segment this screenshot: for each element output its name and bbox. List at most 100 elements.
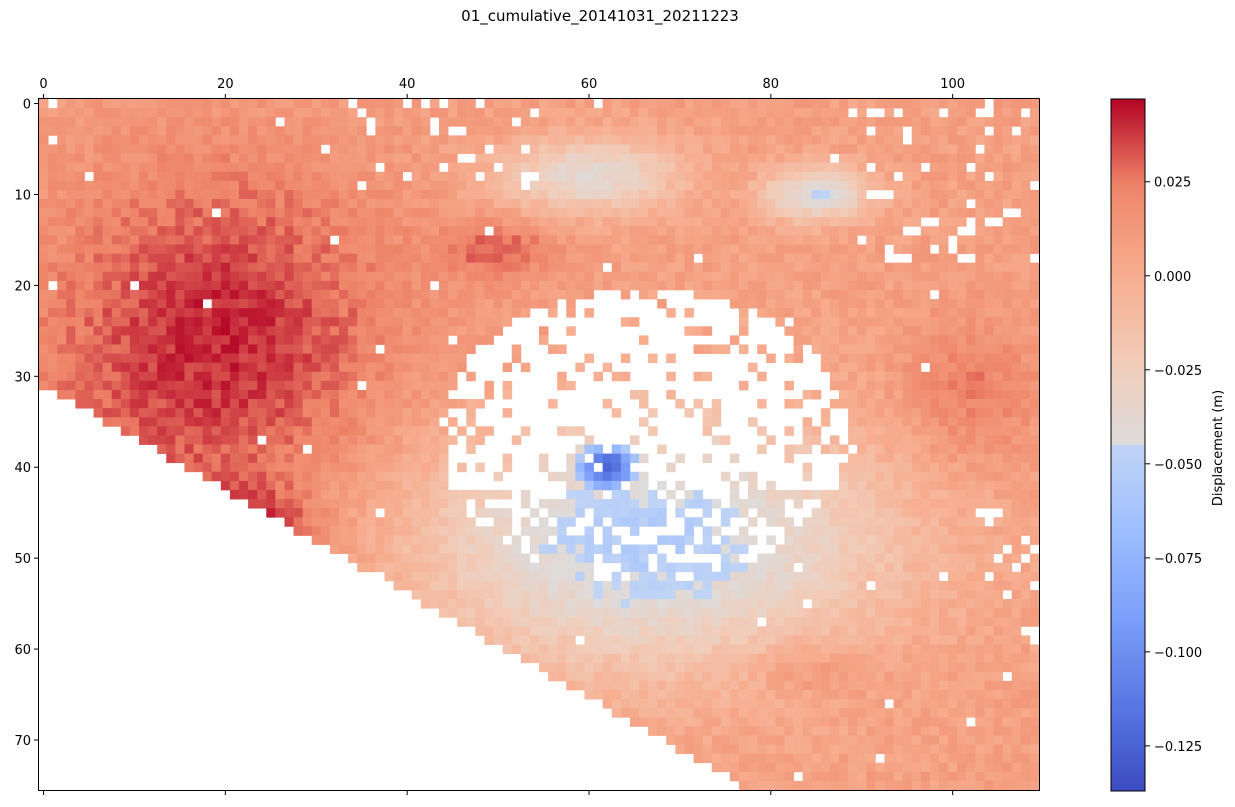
heatmap-cell (284, 417, 294, 427)
heatmap-cell (620, 208, 631, 218)
heatmap-cell (611, 535, 622, 545)
heatmap-cell (629, 489, 640, 500)
heatmap-cell (1002, 453, 1013, 464)
heatmap-cell (375, 153, 385, 164)
heatmap-cell (920, 180, 931, 191)
heatmap-cell (239, 289, 249, 300)
heatmap-cell (411, 335, 422, 345)
heatmap-cell (602, 217, 613, 227)
heatmap-cell (784, 262, 794, 273)
heatmap-cell (539, 135, 549, 145)
heatmap-cell (957, 571, 967, 582)
heatmap-cell (211, 308, 222, 318)
heatmap-cell (493, 289, 504, 300)
heatmap-cell (648, 617, 658, 627)
heatmap-cell (84, 344, 94, 354)
heatmap-cell (1029, 189, 1040, 200)
heatmap-cell (939, 308, 949, 318)
heatmap-cell (1002, 417, 1013, 427)
heatmap-cell (929, 108, 940, 118)
heatmap-cell (202, 317, 213, 327)
heatmap-cell (111, 280, 122, 291)
heatmap-cell (975, 235, 985, 245)
heatmap-cell (611, 599, 622, 609)
heatmap-cell (529, 608, 540, 618)
heatmap-cell (984, 580, 994, 591)
heatmap-cell (793, 617, 804, 627)
heatmap-cell (1029, 162, 1040, 173)
heatmap-cell (475, 426, 485, 436)
heatmap-cell (293, 108, 304, 118)
heatmap-cell (457, 308, 467, 318)
heatmap-cell (211, 253, 222, 264)
heatmap-cell (502, 144, 513, 154)
heatmap-cell (957, 508, 967, 518)
heatmap-cell (1011, 580, 1022, 591)
heatmap-cell (348, 153, 358, 164)
heatmap-cell (893, 217, 904, 227)
heatmap-cell (448, 162, 458, 173)
heatmap-cell (911, 99, 922, 109)
heatmap-cell (420, 499, 431, 509)
heatmap-cell (802, 235, 813, 245)
heatmap-cell (875, 435, 885, 445)
heatmap-cell (75, 344, 85, 354)
heatmap-cell (720, 535, 731, 545)
heatmap-cell (966, 262, 976, 273)
heatmap-cell (166, 235, 176, 245)
heatmap-cell (639, 571, 649, 582)
heatmap-cell (875, 626, 885, 636)
heatmap-cell (66, 344, 76, 354)
heatmap-cell (393, 280, 404, 291)
heatmap-cell (975, 562, 985, 573)
heatmap-cell (502, 171, 513, 182)
heatmap-cell (811, 308, 822, 318)
heatmap-cell (948, 471, 958, 482)
heatmap-cell (975, 626, 985, 636)
heatmap-cell (457, 244, 467, 254)
heatmap-cell (339, 435, 349, 445)
heatmap-cell (629, 435, 640, 445)
heatmap-cell (266, 480, 276, 491)
heatmap-cell (320, 344, 331, 354)
heatmap-cell (329, 299, 340, 309)
heatmap-cell (311, 453, 322, 464)
heatmap-cell (84, 399, 94, 409)
heatmap-cell (748, 199, 758, 209)
heatmap-cell (293, 280, 304, 291)
heatmap-cell (1029, 280, 1040, 291)
heatmap-cell (766, 562, 776, 573)
heatmap-cell (457, 180, 467, 191)
heatmap-cell (848, 262, 858, 273)
heatmap-cell (329, 326, 340, 336)
heatmap-cell (693, 499, 704, 509)
heatmap-cell (148, 180, 158, 191)
heatmap-cell (911, 326, 922, 336)
heatmap-cell (875, 508, 885, 518)
heatmap-cell (957, 471, 967, 482)
heatmap-cell (339, 453, 349, 464)
heatmap-cell (466, 262, 476, 273)
heatmap-cell (948, 335, 958, 345)
heatmap-cell (975, 226, 985, 236)
heatmap-cell (320, 517, 331, 527)
heatmap-cell (948, 517, 958, 527)
heatmap-cell (229, 99, 240, 109)
heatmap-cell (148, 117, 158, 127)
heatmap-cell (548, 180, 558, 191)
heatmap-cell (311, 180, 322, 191)
heatmap-cell (320, 299, 331, 309)
heatmap-cell (84, 126, 94, 136)
heatmap-cell (684, 126, 694, 136)
heatmap-cell (757, 171, 767, 182)
heatmap-cell (257, 235, 267, 245)
heatmap-cell (711, 589, 722, 600)
heatmap-cell (93, 144, 104, 154)
heatmap-cell (475, 617, 485, 627)
heatmap-cell (639, 489, 649, 500)
heatmap-cell (775, 126, 785, 136)
heatmap-cell (984, 471, 994, 482)
heatmap-cell (539, 144, 549, 154)
heatmap-cell (793, 226, 804, 236)
heatmap-cell (311, 108, 322, 118)
